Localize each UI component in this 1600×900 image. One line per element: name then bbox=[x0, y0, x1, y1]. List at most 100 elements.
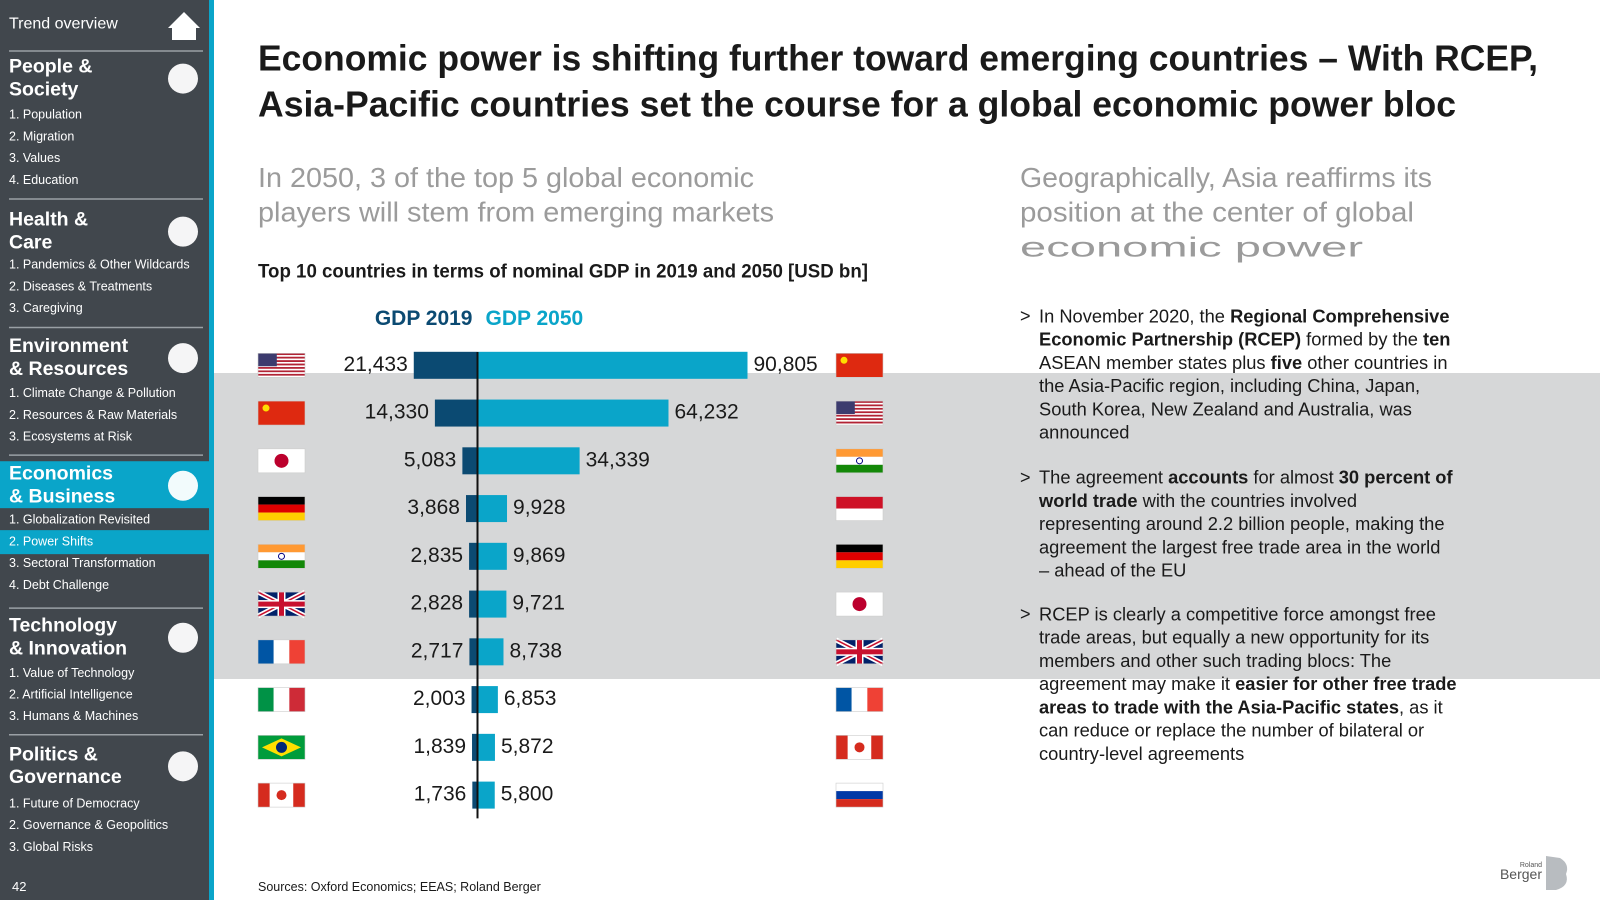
sidebar bbox=[0, 0, 209, 900]
flag-border bbox=[835, 687, 884, 712]
menu-item[interactable]: 3. Sectoral Transformation bbox=[9, 556, 156, 570]
value-label: 1,736 bbox=[414, 783, 467, 806]
menu-item[interactable]: 3. Global Risks bbox=[9, 840, 93, 854]
section-title[interactable]: & Innovation bbox=[9, 638, 127, 660]
menu-item[interactable]: 1. Future of Democracy bbox=[9, 796, 140, 810]
section-title[interactable]: Governance bbox=[9, 766, 122, 788]
bullet-line: – ahead of the EU bbox=[1039, 559, 1186, 580]
flag bbox=[256, 589, 307, 619]
menu-item[interactable]: 2. Resources & Raw Materials bbox=[9, 408, 177, 422]
menu-item[interactable]: 4. Debt Challenge bbox=[9, 578, 109, 592]
page-number: 42 bbox=[12, 879, 26, 894]
bold-text: areas to trade with the Asia-Pacific sta… bbox=[1039, 696, 1399, 717]
slide-title: Asia-Pacific countries set the course fo… bbox=[258, 84, 1456, 125]
section-title[interactable]: Politics & bbox=[9, 743, 98, 765]
subtitle: position at the center of global bbox=[1020, 197, 1414, 228]
menu-item[interactable]: 1. Pandemics & Other Wildcards bbox=[9, 258, 190, 272]
main-content: Economic power is shifting further towar… bbox=[256, 38, 1568, 894]
menu-item[interactable]: 2. Power Shifts bbox=[9, 534, 93, 548]
section-title[interactable]: Environment bbox=[9, 335, 129, 357]
flag-part bbox=[856, 457, 863, 465]
menu-item[interactable]: 3. Humans & Machines bbox=[9, 709, 138, 723]
flag bbox=[835, 591, 884, 617]
flag-part bbox=[836, 416, 883, 419]
menu-item[interactable]: 1. Population bbox=[9, 108, 82, 122]
value-label: 6,853 bbox=[504, 687, 557, 710]
value-label: 9,721 bbox=[512, 592, 565, 615]
menu-item[interactable]: 4. Education bbox=[9, 173, 79, 187]
flag-border bbox=[257, 591, 306, 617]
section-title[interactable]: Economics bbox=[9, 463, 113, 485]
flag-part bbox=[258, 512, 305, 521]
menu-item[interactable]: 1. Value of Technology bbox=[9, 666, 135, 680]
bullet-line: country-level agreements bbox=[1039, 743, 1244, 764]
flag-part bbox=[258, 358, 305, 361]
menu-item[interactable]: 2. Artificial Intelligence bbox=[9, 688, 133, 702]
value-label: 2,717 bbox=[411, 639, 464, 662]
flag-part bbox=[279, 592, 284, 617]
flag-part bbox=[836, 401, 855, 415]
menu-item[interactable]: 1. Climate Change & Pollution bbox=[9, 386, 176, 400]
section-title[interactable]: & Business bbox=[9, 486, 115, 508]
flag-part bbox=[867, 687, 883, 712]
text: with the countries involved bbox=[1138, 490, 1358, 511]
text: for almost bbox=[1248, 466, 1338, 487]
menu-item[interactable]: 2. Governance & Geopolitics bbox=[9, 818, 168, 832]
flag-part bbox=[258, 355, 305, 357]
flag-part bbox=[258, 367, 305, 369]
bullet-marker: > bbox=[1020, 306, 1031, 326]
flag-border bbox=[835, 591, 884, 617]
flag bbox=[257, 782, 306, 808]
bullet-line: members and other such trading blocs: Th… bbox=[1039, 650, 1391, 671]
icon bbox=[168, 12, 200, 40]
bar bbox=[477, 686, 498, 714]
text: country-level agreements bbox=[1039, 743, 1244, 764]
flag-part bbox=[851, 687, 868, 712]
section-title[interactable]: Technology bbox=[9, 615, 117, 637]
text: , as it bbox=[1399, 696, 1443, 717]
icon bbox=[168, 216, 198, 247]
menu-item[interactable]: 3. Caregiving bbox=[9, 301, 83, 315]
text: In November 2020, the bbox=[1039, 305, 1230, 326]
flag-part bbox=[836, 552, 883, 561]
flag-border bbox=[257, 687, 306, 712]
flag-border bbox=[835, 353, 884, 378]
menu-item[interactable]: 2. Migration bbox=[9, 129, 74, 143]
section-title[interactable]: Care bbox=[9, 232, 53, 254]
flag-part bbox=[836, 508, 883, 521]
flag-part bbox=[276, 790, 287, 801]
menu-item[interactable]: 1. Globalization Revisited bbox=[9, 513, 150, 527]
menu-item[interactable]: 2. Diseases & Treatments bbox=[9, 279, 152, 293]
flag-part bbox=[276, 741, 287, 753]
sidebar-top[interactable]: Trend overview bbox=[9, 16, 118, 33]
flag-part bbox=[857, 639, 862, 664]
flag-part bbox=[836, 413, 883, 415]
bold-text: easier for other free trade bbox=[1235, 673, 1457, 694]
flag-border bbox=[835, 782, 884, 808]
section-title[interactable]: Society bbox=[9, 78, 79, 100]
flag bbox=[835, 448, 884, 474]
flag-part bbox=[836, 456, 883, 465]
flag-border bbox=[257, 496, 306, 521]
flag-part bbox=[273, 687, 290, 712]
menu-item[interactable]: 3. Values bbox=[9, 151, 60, 165]
flag-part bbox=[258, 504, 305, 513]
bar bbox=[477, 733, 495, 761]
flag-part bbox=[258, 639, 274, 664]
flag-part bbox=[258, 375, 305, 378]
icon bbox=[168, 63, 198, 94]
section-title[interactable]: & Resources bbox=[9, 358, 128, 380]
bullet-line: areas to trade with the Asia-Pacific sta… bbox=[1039, 696, 1443, 717]
section-title[interactable]: Health & bbox=[9, 209, 88, 231]
flag-part bbox=[836, 560, 883, 569]
bullet-line: The agreement accounts for almost 30 per… bbox=[1039, 466, 1453, 487]
flag bbox=[257, 496, 306, 521]
menu-item[interactable]: 3. Ecosystems at Risk bbox=[9, 430, 133, 444]
section-title[interactable]: People & bbox=[9, 56, 92, 78]
flag-part bbox=[871, 735, 883, 760]
flag-part bbox=[293, 783, 305, 808]
flag-part bbox=[836, 402, 883, 405]
flag-part bbox=[836, 496, 883, 509]
flag-part bbox=[836, 735, 848, 760]
